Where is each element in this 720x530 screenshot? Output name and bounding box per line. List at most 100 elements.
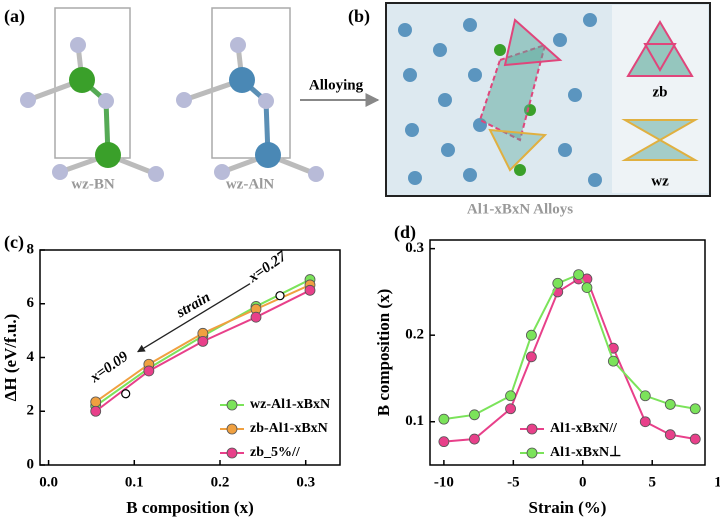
panel-label: (a) (4, 6, 25, 27)
x-tick-label: 0.2 (211, 474, 230, 490)
panel-a: (a) wz-BN (4, 6, 380, 192)
data-point (469, 409, 480, 421)
arrow-label: Alloying (309, 77, 364, 93)
atom (70, 37, 86, 53)
legend-label: zb-Al1-xBxN (250, 421, 328, 436)
data-point (664, 399, 676, 410)
x-axis-title: Strain (%) (529, 498, 607, 517)
y-axis-title: B composition (x) (374, 289, 393, 417)
data-point (664, 429, 676, 441)
data-point (469, 433, 480, 445)
data-point (197, 335, 209, 347)
atom (148, 166, 164, 182)
y-tick-label: 4 (27, 349, 35, 365)
structure-label: wz-BN (71, 176, 114, 192)
data-point (505, 403, 516, 415)
data-point (304, 284, 316, 296)
y-tick-label: 6 (27, 295, 35, 311)
legend-marker (526, 447, 538, 459)
highlight-label: x=0.27 (245, 248, 290, 286)
data-point (525, 351, 537, 363)
tetrahedron (488, 128, 548, 172)
legend-marker (226, 399, 238, 411)
data-point (573, 269, 585, 281)
legend-label: Al1-xBxN⊥ (550, 445, 621, 460)
series-line (443, 277, 696, 443)
data-point (505, 390, 516, 402)
atom (20, 92, 36, 108)
legend-marker (226, 423, 238, 435)
plot-area (438, 269, 701, 448)
inset-label: zb (653, 84, 668, 100)
atom (229, 67, 255, 93)
data-point (250, 311, 262, 323)
atom (308, 166, 324, 182)
data-point (90, 405, 102, 417)
x-tick-label: 0.3 (296, 474, 315, 490)
panel-label: (d) (394, 222, 416, 243)
atom-grid (398, 13, 602, 187)
y-tick-label: 0.2 (405, 327, 424, 343)
y-tick-label: 8 (27, 241, 35, 257)
legend-label: Al1-xBxN// (550, 421, 618, 436)
x-tick-label: -5 (507, 474, 520, 490)
data-point (639, 416, 651, 428)
y-tick-label: 2 (27, 403, 35, 419)
data-point (552, 277, 564, 289)
structure-label: wz-AlN (226, 176, 274, 192)
x-tick-label: 0 (579, 474, 587, 490)
y-tick-label: 0.1 (405, 413, 424, 429)
highlight-point (275, 291, 285, 301)
x-tick-label: 0.0 (39, 474, 58, 490)
data-point (438, 436, 450, 448)
data-point (689, 433, 701, 445)
atom (95, 142, 121, 168)
inset-label: wz (651, 173, 669, 189)
atom (176, 92, 192, 108)
atom (258, 93, 274, 109)
atom (98, 93, 114, 109)
x-tick-label: -10 (434, 474, 454, 490)
highlight-point (121, 389, 131, 399)
strain-arrow (137, 283, 251, 353)
wz-shape (621, 119, 699, 161)
atom (69, 67, 95, 93)
aln-bonds (183, 44, 317, 177)
panel-label: (c) (4, 232, 24, 253)
bn-bonds (27, 44, 157, 177)
legend-label: zb_5%// (250, 445, 301, 460)
x-tick-label: 5 (648, 474, 656, 490)
image-caption: Al1-xBxN Alloys (467, 201, 573, 217)
x-tick-label: 0.1 (125, 474, 144, 490)
zb-shape (643, 43, 677, 73)
annotation: strain (173, 289, 213, 321)
data-point (581, 282, 593, 293)
atom (52, 164, 68, 180)
plot-frame (429, 239, 706, 466)
data-point (90, 396, 102, 408)
tetrahedron (478, 43, 547, 142)
x-axis-title: B composition (x) (126, 498, 254, 517)
series-line (443, 273, 696, 421)
atom (230, 37, 246, 53)
data-point (525, 329, 537, 341)
plot-area (90, 274, 316, 417)
panel-b: (b) zb wz Al1-xBxN Alloys (348, 2, 711, 217)
cell-box (211, 7, 291, 159)
data-point (438, 413, 450, 425)
y-tick-label: 0 (27, 456, 35, 472)
data-point (689, 403, 701, 415)
y-axis-title: ΔH (eV/f.u.) (1, 314, 20, 402)
panel-label: (b) (348, 6, 370, 27)
x-tick-label: 10 (714, 474, 720, 490)
legend-marker (226, 447, 238, 459)
legend-label: wz-Al1-xBxN (250, 397, 330, 412)
atom (214, 164, 230, 180)
tetrahedron (503, 18, 563, 67)
data-point (639, 390, 651, 402)
atom (255, 142, 281, 168)
data-point (607, 355, 619, 367)
data-point (143, 365, 155, 377)
zb-shape (626, 20, 694, 77)
